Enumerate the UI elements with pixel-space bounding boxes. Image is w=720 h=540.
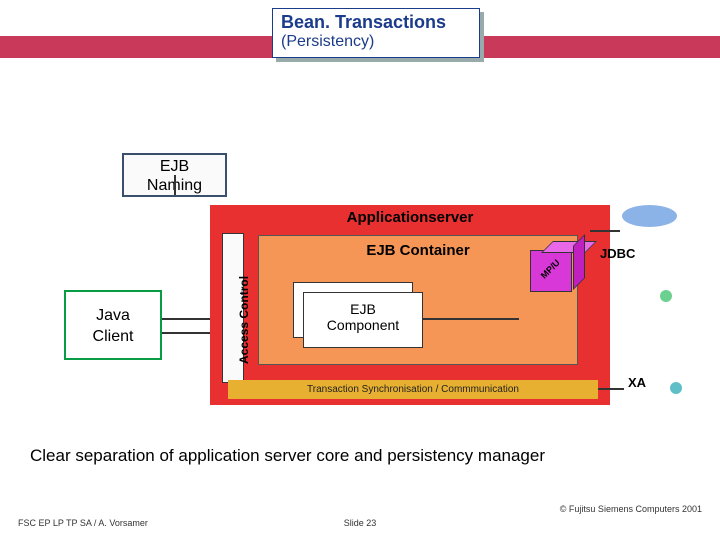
jdbc-label: JDBC <box>600 246 635 261</box>
connector-line <box>174 175 176 195</box>
mp-label: MP/U <box>539 258 562 281</box>
slide-title-box: Bean. Transactions (Persistency) <box>272 8 480 58</box>
appserver-region: Applicationserver Access Control EJB Con… <box>210 205 610 405</box>
footer-copyright: © Fujitsu Siemens Computers 2001 <box>560 504 702 514</box>
xa-label: XA <box>628 375 646 390</box>
dot-icon <box>660 290 672 302</box>
access-control-box: Access Control <box>222 233 244 383</box>
mp-cube: MP/U <box>530 250 572 292</box>
slide-caption: Clear separation of application server c… <box>30 446 690 466</box>
transaction-bar: Transaction Synchronisation / Commmunica… <box>228 380 598 399</box>
access-control-label: Access Control <box>237 276 251 364</box>
connector-line <box>598 388 624 390</box>
title-main: Bean. Transactions <box>281 12 471 33</box>
ejb-component-box: EJB Component <box>303 292 423 348</box>
connector-line <box>590 230 620 232</box>
ejb-component-label: EJB Component <box>327 301 399 333</box>
appserver-label: Applicationserver <box>210 209 610 226</box>
database-icon <box>622 205 677 227</box>
connector-line <box>162 318 210 320</box>
footer-slide-number: Slide 23 <box>0 518 720 528</box>
transaction-bar-label: Transaction Synchronisation / Commmunica… <box>307 384 519 395</box>
dot-icon <box>670 382 682 394</box>
connector-line <box>423 318 519 320</box>
title-sub: (Persistency) <box>281 33 471 51</box>
java-client-label: Java Client <box>93 307 134 345</box>
connector-line <box>162 332 210 334</box>
java-client-box: Java Client <box>64 290 162 360</box>
